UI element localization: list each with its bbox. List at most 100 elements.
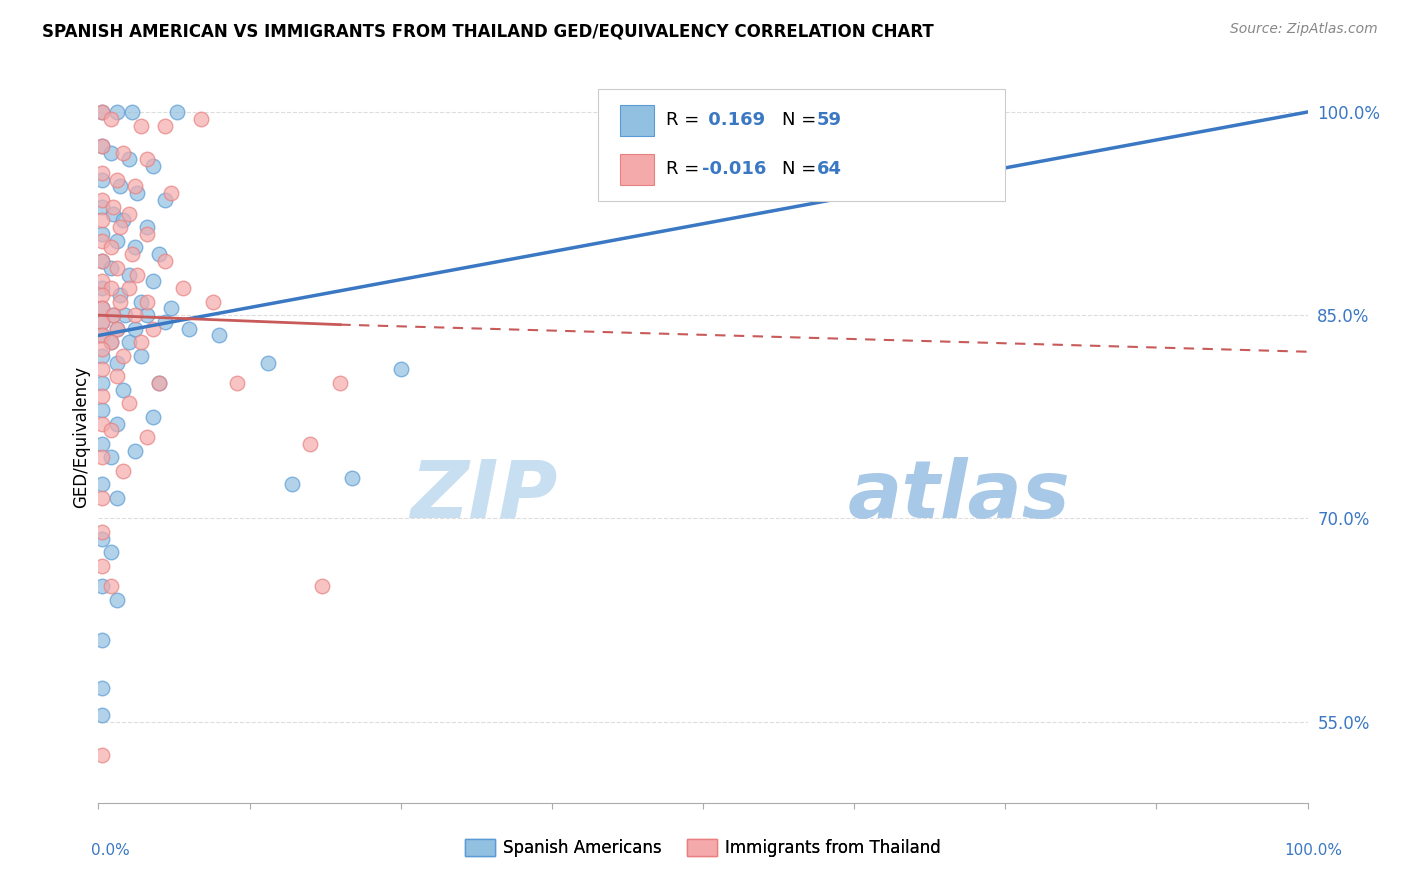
Point <box>105 172 128 186</box>
Point <box>124 308 146 322</box>
Point <box>121 247 143 261</box>
Point <box>91 376 114 390</box>
Text: -0.016: -0.016 <box>702 161 766 178</box>
Point <box>100 579 122 593</box>
Point <box>160 301 183 316</box>
Point <box>342 471 364 485</box>
Text: R =: R = <box>666 161 706 178</box>
Point <box>91 342 114 356</box>
Point <box>148 247 170 261</box>
Point <box>111 145 134 160</box>
Point <box>153 254 176 268</box>
Point <box>129 335 152 350</box>
Point <box>118 206 141 220</box>
Point <box>105 592 128 607</box>
Text: ZIP: ZIP <box>411 457 558 534</box>
Point <box>108 288 131 302</box>
Point <box>91 633 114 648</box>
Text: R =: R = <box>666 112 706 129</box>
Point <box>190 112 212 126</box>
Point <box>91 227 114 241</box>
Point <box>172 281 194 295</box>
Point <box>91 281 114 295</box>
Point <box>91 166 114 180</box>
Point <box>105 491 128 505</box>
Point <box>135 430 157 444</box>
Point <box>91 437 114 451</box>
Point <box>111 213 134 227</box>
Point <box>91 315 114 329</box>
Point <box>91 193 114 207</box>
Point <box>111 349 134 363</box>
Point <box>118 281 141 295</box>
Point <box>299 437 322 451</box>
Point <box>118 396 141 410</box>
Point <box>202 294 225 309</box>
Point <box>101 308 124 322</box>
Point <box>100 281 122 295</box>
Point <box>91 301 114 316</box>
Point <box>105 322 128 336</box>
Point <box>129 119 152 133</box>
Point <box>91 200 114 214</box>
Point <box>114 308 136 322</box>
Point <box>124 322 146 336</box>
Y-axis label: GED/Equivalency: GED/Equivalency <box>72 366 90 508</box>
Point <box>101 206 124 220</box>
Point <box>135 153 157 167</box>
Point <box>91 328 114 343</box>
Point <box>100 240 122 254</box>
Point <box>91 450 114 465</box>
Point <box>142 322 165 336</box>
Point <box>91 558 114 573</box>
Point <box>105 417 128 431</box>
Point <box>108 179 131 194</box>
Point <box>166 105 188 120</box>
Point <box>91 491 114 505</box>
Point <box>135 308 157 322</box>
Text: N =: N = <box>782 161 821 178</box>
Text: 100.0%: 100.0% <box>1285 843 1343 858</box>
Point <box>91 234 114 248</box>
Point <box>91 681 114 695</box>
Point <box>160 186 183 201</box>
Point <box>281 477 304 491</box>
Point <box>142 409 165 424</box>
Point <box>100 145 122 160</box>
Point <box>91 532 114 546</box>
Point <box>101 308 124 322</box>
Point <box>135 294 157 309</box>
Point <box>148 376 170 390</box>
Point <box>91 417 114 431</box>
Point <box>91 139 114 153</box>
Point <box>179 322 201 336</box>
Point <box>108 294 131 309</box>
Point <box>105 369 128 384</box>
Point <box>129 294 152 309</box>
Point <box>105 105 128 120</box>
Point <box>91 105 114 120</box>
Point <box>91 477 114 491</box>
Point <box>148 376 170 390</box>
Point <box>311 579 333 593</box>
Point <box>111 464 134 478</box>
Point <box>124 240 146 254</box>
Point <box>91 213 114 227</box>
Point <box>91 349 114 363</box>
Point <box>91 748 114 763</box>
Point <box>208 328 231 343</box>
Point <box>91 315 114 329</box>
Point <box>91 579 114 593</box>
Point <box>108 220 131 235</box>
Point <box>135 220 157 235</box>
Text: atlas: atlas <box>848 457 1071 534</box>
Text: N =: N = <box>782 112 821 129</box>
Point <box>329 376 352 390</box>
Point <box>100 545 122 559</box>
Point <box>100 450 122 465</box>
Point <box>101 200 124 214</box>
Point <box>124 443 146 458</box>
Point <box>100 335 122 350</box>
Point <box>100 112 122 126</box>
Point <box>100 335 122 350</box>
